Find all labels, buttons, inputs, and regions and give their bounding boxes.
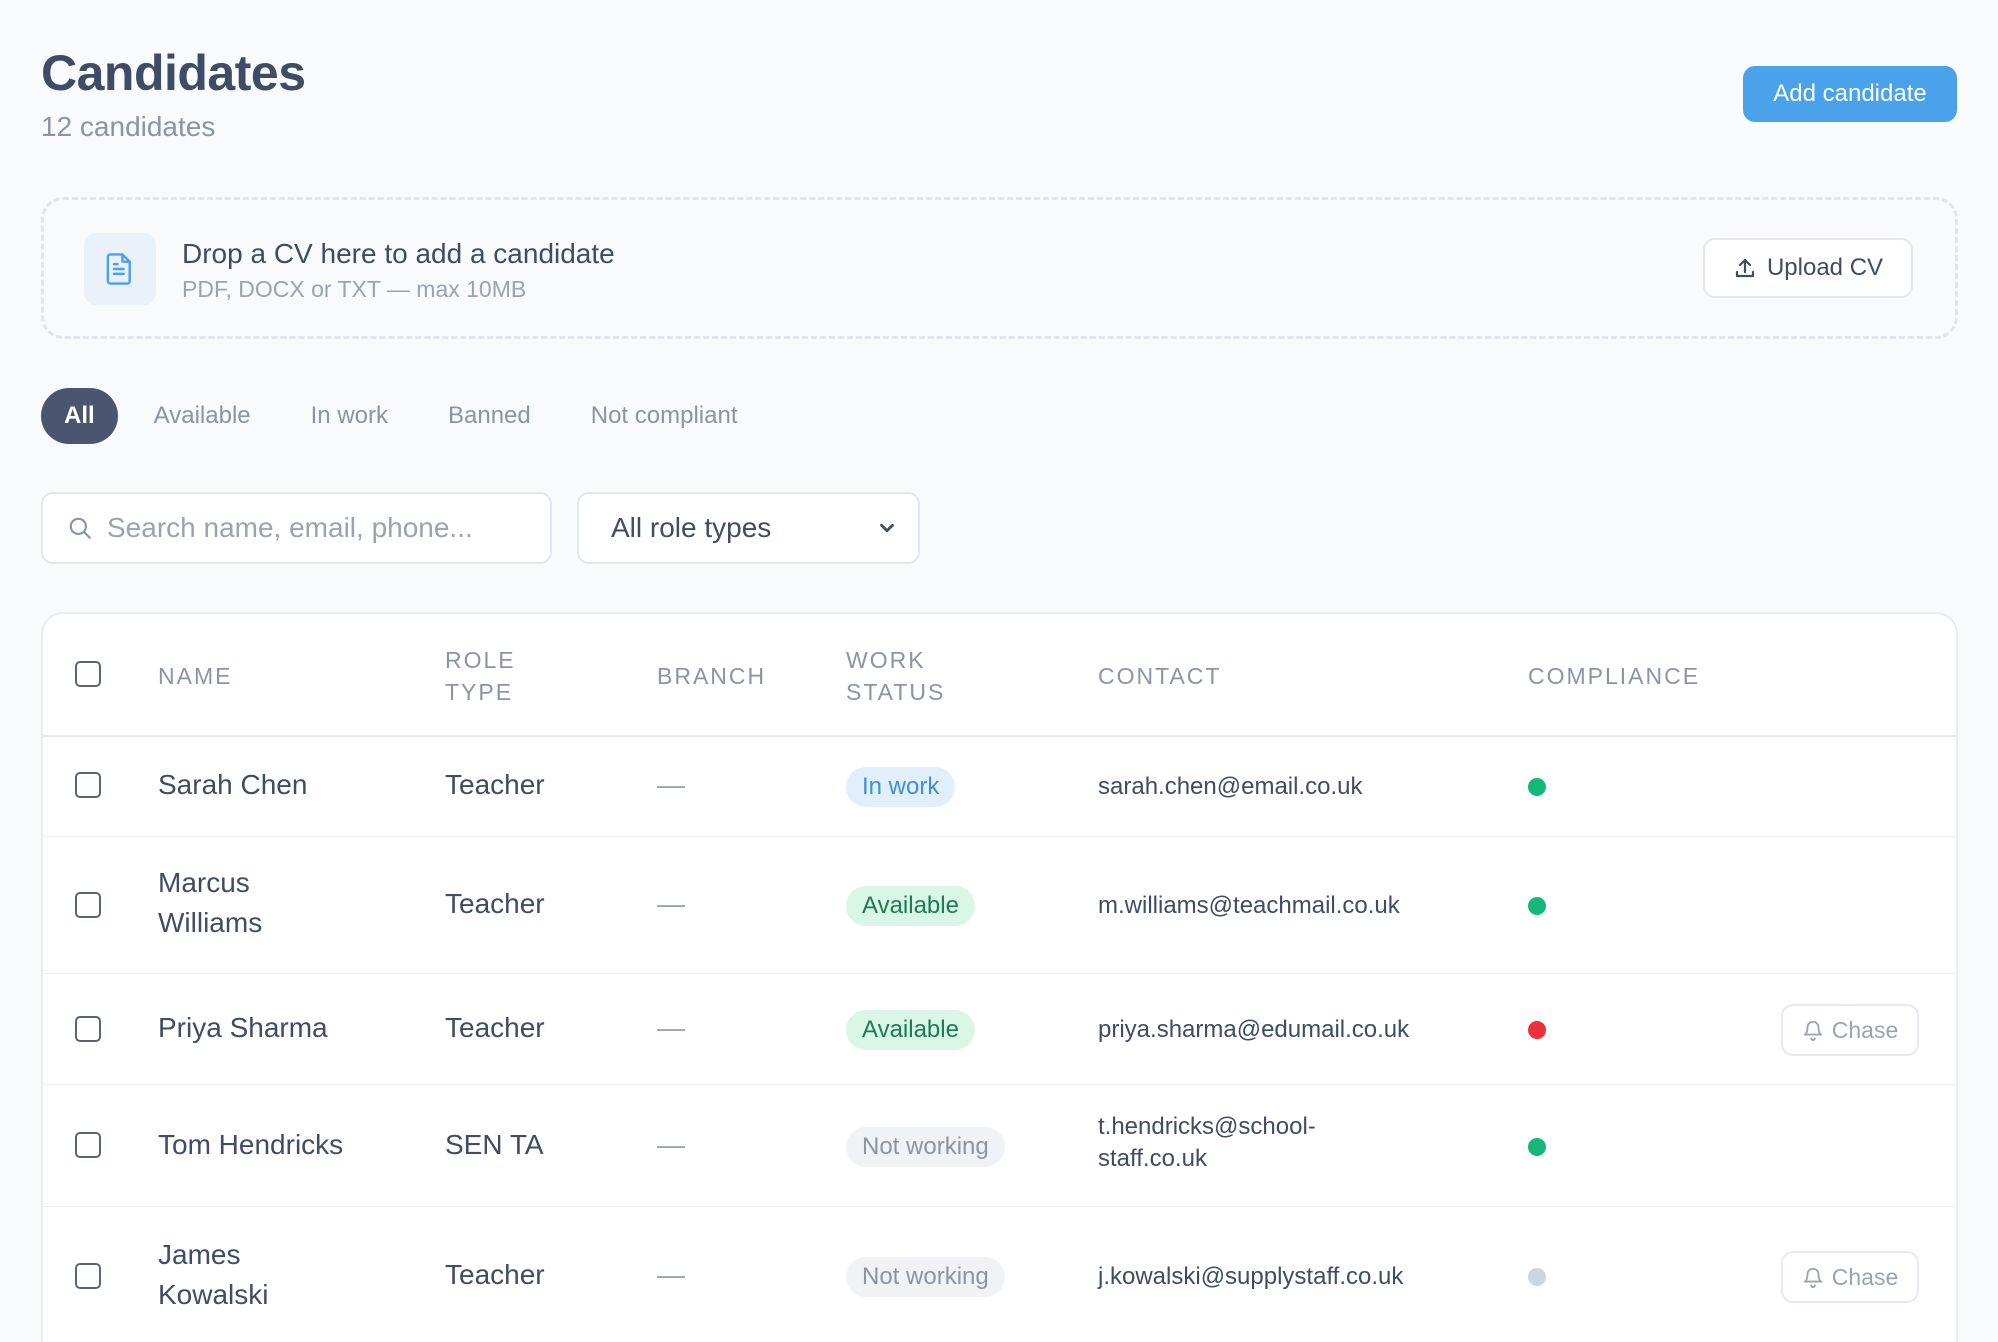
candidates-table: NAME ROLE TYPE BRANCH WORK STATUS CONTAC…	[41, 612, 1958, 1342]
contact-email: m.williams@teachmail.co.uk	[1098, 892, 1400, 919]
chase-button[interactable]: Chase	[1781, 1004, 1919, 1056]
status-badge: Not working	[846, 1257, 1005, 1297]
dropzone-title: Drop a CV here to add a candidate	[182, 238, 615, 269]
row-checkbox[interactable]	[75, 1016, 101, 1042]
branch: —	[657, 1259, 685, 1290]
row-checkbox[interactable]	[75, 1263, 101, 1289]
role-type: Teacher	[445, 769, 545, 800]
row-checkbox[interactable]	[75, 772, 101, 798]
page-header: Candidates 12 candidates Add candidate	[41, 0, 1957, 165]
table-header: NAME ROLE TYPE BRANCH WORK STATUS CONTAC…	[43, 614, 1956, 737]
status-badge: Available	[846, 1010, 975, 1050]
add-candidate-button[interactable]: Add candidate	[1743, 66, 1957, 122]
branch: —	[657, 888, 685, 919]
tab-banned[interactable]: Banned	[448, 402, 531, 429]
row-checkbox[interactable]	[75, 1132, 101, 1158]
contact-email: j.kowalski@supplystaff.co.uk	[1098, 1263, 1404, 1290]
candidate-name[interactable]: Tom Hendricks	[158, 1129, 344, 1160]
role-type: Teacher	[445, 888, 545, 919]
document-icon	[84, 233, 156, 305]
candidate-count: 12 candidates	[41, 111, 216, 142]
status-badge: In work	[846, 767, 956, 807]
search-input[interactable]	[107, 512, 527, 544]
chase-button[interactable]: Chase	[1781, 1251, 1919, 1303]
table-row[interactable]: Tom Hendricks SEN TA — Not working t.hen…	[43, 1085, 1956, 1207]
branch: —	[657, 1012, 685, 1043]
tab-in-work[interactable]: In work	[310, 402, 388, 429]
candidate-name[interactable]: James Kowalski	[158, 1239, 269, 1310]
tab-all[interactable]: All	[41, 388, 118, 444]
bell-icon	[1803, 1020, 1822, 1041]
table-row[interactable]: James Kowalski Teacher — Not working j.k…	[43, 1207, 1956, 1342]
table-row[interactable]: Marcus Williams Teacher — Available m.wi…	[43, 837, 1956, 974]
dropzone-hint: PDF, DOCX or TXT — max 10MB	[182, 276, 527, 302]
compliance-indicator	[1528, 1021, 1546, 1039]
contact-email: sarah.chen@email.co.uk	[1098, 773, 1363, 800]
candidate-name[interactable]: Priya Sharma	[158, 1012, 328, 1043]
column-header-work-status: WORK STATUS	[846, 644, 945, 708]
branch: —	[657, 769, 685, 800]
select-all-checkbox[interactable]	[75, 661, 101, 687]
status-tabs: All Available In work Banned Not complia…	[41, 388, 773, 444]
status-header-line2: STATUS	[846, 679, 946, 705]
compliance-indicator	[1528, 1138, 1546, 1156]
contact-email: priya.sharma@edumail.co.uk	[1098, 1016, 1410, 1043]
column-header-compliance: COMPLIANCE	[1528, 663, 1701, 689]
contact-email: t.hendricks@school-staff.co.uk	[1098, 1113, 1316, 1172]
upload-cv-label: Upload CV	[1766, 254, 1884, 281]
compliance-indicator	[1528, 778, 1546, 796]
column-header-branch: BRANCH	[657, 663, 767, 689]
search-icon	[69, 517, 91, 539]
status-header-line1: WORK	[846, 647, 926, 673]
candidate-name[interactable]: Marcus Williams	[158, 867, 263, 938]
chase-label: Chase	[1831, 1263, 1899, 1290]
compliance-indicator	[1528, 1268, 1546, 1286]
tab-not-compliant[interactable]: Not compliant	[590, 402, 738, 429]
cv-dropzone[interactable]: Drop a CV here to add a candidate PDF, D…	[41, 197, 1958, 339]
tab-available[interactable]: Available	[153, 402, 251, 429]
table-row[interactable]: Priya Sharma Teacher — Available priya.s…	[43, 974, 1956, 1085]
role-header-line1: ROLE	[445, 647, 516, 673]
branch: —	[657, 1129, 685, 1160]
role-type-select[interactable]: All role types	[577, 492, 920, 564]
role-type: Teacher	[445, 1259, 545, 1290]
chase-label: Chase	[1831, 1016, 1899, 1043]
compliance-indicator	[1528, 897, 1546, 915]
role-type: SEN TA	[445, 1129, 544, 1160]
column-header-name: NAME	[158, 663, 233, 689]
role-type-select-value: All role types	[611, 512, 772, 543]
upload-cv-button[interactable]: Upload CV	[1703, 238, 1913, 298]
row-checkbox[interactable]	[75, 892, 101, 918]
role-type: Teacher	[445, 1012, 545, 1043]
column-header-role-type: ROLE TYPE	[445, 644, 516, 708]
page-title: Candidates	[41, 45, 306, 101]
candidate-name[interactable]: Sarah Chen	[158, 769, 308, 800]
role-header-line2: TYPE	[445, 679, 514, 705]
status-badge: Available	[846, 886, 975, 926]
table-row[interactable]: Sarah Chen Teacher — In work sarah.chen@…	[43, 737, 1956, 837]
bell-icon	[1803, 1267, 1822, 1288]
search-box[interactable]	[41, 492, 552, 564]
chevron-down-icon	[880, 523, 894, 533]
status-badge: Not working	[846, 1127, 1005, 1167]
upload-icon	[1735, 258, 1755, 278]
column-header-contact: CONTACT	[1098, 663, 1222, 689]
